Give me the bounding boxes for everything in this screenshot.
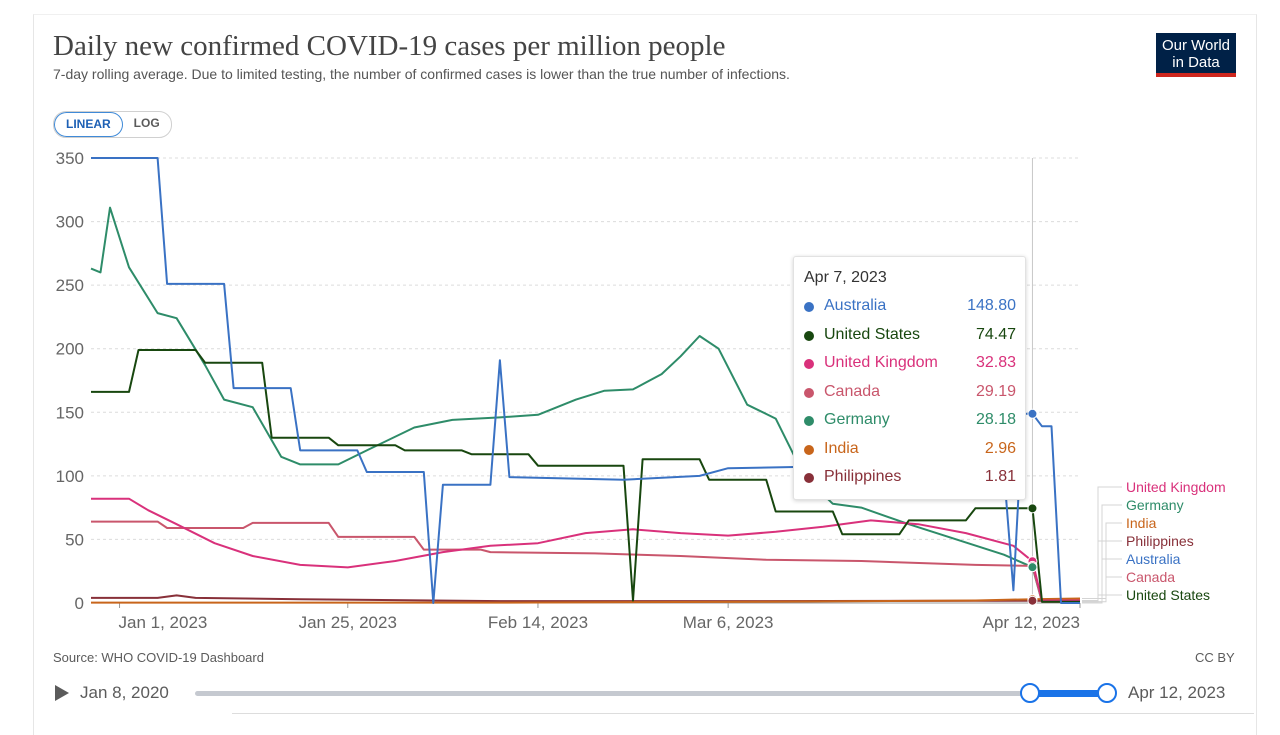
chart-title: Daily new confirmed COVID-19 cases per m… (53, 30, 726, 62)
x-tick-label: Apr 12, 2023 (983, 613, 1080, 632)
series-lines (90, 157, 1081, 604)
timeline-end-handle[interactable] (1097, 683, 1117, 703)
tooltip-series-value: 1.81 (984, 468, 1016, 485)
tooltip-series-name: India (824, 439, 859, 457)
legend-label: Canada (1126, 569, 1175, 585)
tooltip-row: Canada 29.19 (802, 383, 1016, 403)
y-tick-label: 250 (56, 276, 84, 295)
timeline-start-date[interactable]: Jan 8, 2020 (80, 683, 169, 702)
tooltip-row: Germany 28.18 (802, 411, 1016, 431)
chart-frame (33, 14, 1257, 735)
tooltip-series-value: 32.83 (975, 354, 1016, 371)
series-dot-icon (804, 387, 814, 398)
y-tick-label: 350 (56, 149, 84, 168)
legend-connector (1082, 540, 1122, 602)
series-line-united-states (91, 349, 1080, 603)
hover-marker (1027, 562, 1038, 573)
tooltip-series-name: Australia (824, 297, 887, 314)
tooltip-date: Apr 7, 2023 (804, 269, 887, 286)
legend-label: Philippines (1126, 533, 1194, 549)
x-tick-label: Jan 1, 2023 (119, 613, 208, 632)
legend-connector (1082, 558, 1122, 604)
tooltip-series-value: 148.80 (967, 297, 1016, 314)
hover-tooltip: Apr 7, 2023 Australia 148.80 United States… (793, 256, 1026, 500)
hover-markers (1027, 408, 1038, 606)
tooltip-series-name: United States (824, 325, 921, 343)
series-line-united-kingdom (91, 497, 1080, 602)
timeline-start-handle[interactable] (1020, 683, 1040, 703)
series-dot-icon (804, 302, 814, 312)
owid-logo[interactable]: Our World in Data (1156, 33, 1236, 77)
chart-subtitle: 7-day rolling average. Due to limited te… (53, 66, 790, 82)
license-link[interactable]: CC BY (1195, 650, 1235, 665)
tooltip-row: United Kingdom 32.83 (802, 354, 1016, 374)
series-dot-icon (804, 416, 814, 426)
logo-line1: Our World (1161, 37, 1231, 54)
series-dot-icon (804, 444, 814, 455)
timeline-end-date[interactable]: Apr 12, 2023 (1128, 683, 1226, 702)
series-dot-icon (804, 473, 814, 483)
x-tick-label: Feb 14, 2023 (488, 613, 588, 632)
logo-line2: in Data (1172, 54, 1220, 71)
tooltip-series-name: Philippines (824, 468, 902, 485)
y-tick-label: 0 (75, 594, 84, 613)
legend-connector (1082, 594, 1122, 603)
tooltip-series-value: 2.96 (984, 439, 1016, 457)
legend-connector (1082, 522, 1122, 600)
hover-marker (1027, 408, 1038, 419)
legend-label: Australia (1126, 551, 1181, 567)
tooltip-series-name: United Kingdom (824, 354, 938, 371)
play-icon[interactable] (55, 685, 69, 701)
y-tick-label: 200 (56, 340, 84, 359)
scale-toggle[interactable]: LINEAR LOG (53, 111, 172, 138)
log-scale-button[interactable]: LOG (133, 116, 160, 130)
legend-label: United States (1126, 587, 1210, 603)
x-tick-label: Jan 25, 2023 (299, 613, 397, 632)
tooltip-series-value: 29.19 (975, 382, 1016, 400)
y-tick-label: 50 (65, 530, 84, 549)
hover-marker (1027, 503, 1038, 514)
tooltip-row: United States 74.47 (802, 326, 1016, 346)
tooltip-series-name: Germany (824, 411, 890, 428)
y-tick-label: 100 (56, 467, 84, 486)
timeline-slider[interactable]: Jan 8, 2020 Apr 12, 2023 (0, 676, 1280, 710)
linear-scale-button[interactable]: LINEAR (54, 112, 123, 137)
timeline-track[interactable] (195, 691, 1107, 696)
legend-label: United Kingdom (1126, 479, 1226, 495)
tooltip-row: Philippines 1.81 (802, 468, 1016, 488)
line-chart[interactable]: 0 50 100 150 200 250 300 350 Jan 1, 2023 Jan 25, … (0, 0, 1280, 640)
series-line-canada (91, 520, 1080, 603)
series-dot-icon (804, 359, 814, 369)
tooltip-row: India 2.96 (802, 440, 1016, 460)
tooltip-series-value: 28.18 (975, 411, 1016, 428)
tooltip-series-value: 74.47 (975, 325, 1016, 343)
tooltip-row: Australia 148.80 (802, 297, 1016, 317)
bottom-tab-bar (232, 713, 1254, 721)
timeline-selected-range (1030, 690, 1107, 697)
y-tick-label: 150 (56, 403, 84, 422)
tooltip-series-name: Canada (824, 382, 881, 400)
legend-label: Germany (1126, 497, 1184, 513)
hover-marker (1027, 595, 1038, 606)
x-tick-label: Mar 6, 2023 (683, 613, 774, 632)
series-dot-icon (804, 330, 814, 341)
y-tick-label: 300 (56, 213, 84, 232)
line-legend: United Kingdom Germany India Philippines Aus… (1082, 479, 1226, 604)
axes: 0 50 100 150 200 250 300 350 Jan 1, 2023 Jan 25, … (56, 149, 1081, 632)
legend-label: India (1126, 515, 1157, 531)
source-note[interactable]: Source: WHO COVID-19 Dashboard (53, 650, 264, 665)
